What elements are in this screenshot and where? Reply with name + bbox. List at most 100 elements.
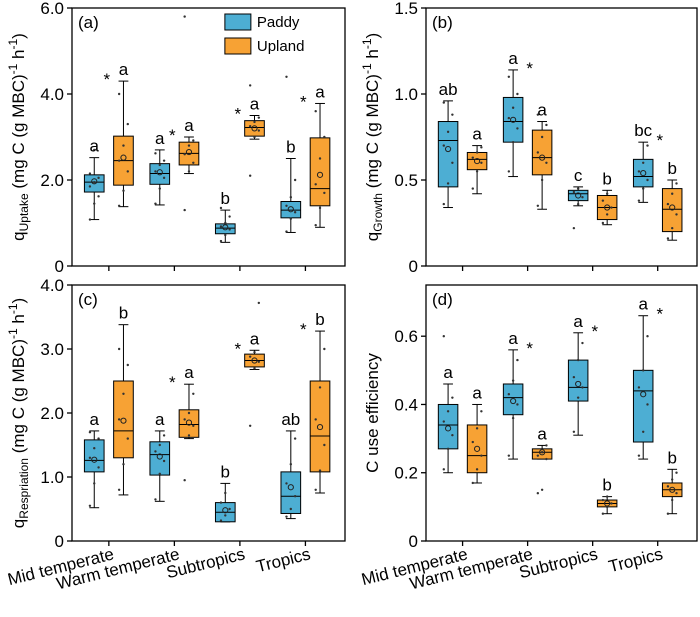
significance-letter: a xyxy=(537,101,547,120)
mean-marker xyxy=(222,507,229,514)
data-point xyxy=(601,498,605,502)
iqr-box xyxy=(567,189,589,202)
data-point xyxy=(471,481,474,485)
significance-letter: a xyxy=(90,410,100,429)
mean-marker xyxy=(640,170,647,177)
y-tick-label: 0 xyxy=(55,532,64,551)
data-point xyxy=(97,437,100,440)
panel-label: (a) xyxy=(78,13,99,32)
data-point xyxy=(289,196,293,199)
significance-letter: b xyxy=(667,159,676,178)
upland-box-3: b xyxy=(661,448,683,515)
mean-marker xyxy=(604,500,611,507)
significance-letter: ab xyxy=(439,80,458,99)
data-point xyxy=(126,363,129,367)
data-point xyxy=(451,161,454,164)
y-axis-label: qUptake (mg C (g MBC)-1 h-1) xyxy=(6,33,31,241)
mean-marker xyxy=(251,357,258,364)
data-point xyxy=(545,444,548,447)
upland-box-1: a* xyxy=(169,363,200,482)
iqr-box xyxy=(178,409,200,438)
data-point xyxy=(293,437,297,440)
mean-marker xyxy=(640,391,647,398)
data-point xyxy=(511,140,515,144)
data-point xyxy=(511,416,515,420)
data-point xyxy=(605,192,609,195)
paddy-box-3: ab xyxy=(280,410,302,520)
data-point xyxy=(257,116,261,119)
significance-letter: a xyxy=(184,116,194,135)
data-point xyxy=(318,386,322,389)
data-point xyxy=(219,519,223,522)
data-point xyxy=(323,135,326,139)
data-point xyxy=(540,451,544,454)
mean-marker xyxy=(156,169,163,176)
data-point xyxy=(183,208,186,212)
data-point xyxy=(88,431,92,434)
y-tick-label: 1.5 xyxy=(394,0,418,18)
data-point xyxy=(154,202,157,205)
data-point xyxy=(323,443,326,447)
significance-letter: a xyxy=(250,329,260,348)
data-point xyxy=(581,196,584,199)
data-point xyxy=(126,122,129,126)
data-point xyxy=(187,170,191,173)
data-point xyxy=(536,454,540,457)
paddy-box-1: a* xyxy=(502,329,533,460)
data-point xyxy=(183,418,186,421)
data-point xyxy=(576,202,580,206)
mean-marker xyxy=(185,419,193,426)
data-point xyxy=(471,156,474,159)
data-point xyxy=(158,163,161,167)
upland-box-2: a* xyxy=(234,301,265,427)
data-point xyxy=(192,139,195,142)
significance-letter: a xyxy=(184,363,194,382)
iqr-box xyxy=(531,448,553,460)
data-point xyxy=(605,213,609,216)
mean-marker xyxy=(185,148,193,156)
data-point xyxy=(442,202,445,206)
significance-letter: b xyxy=(221,189,230,208)
paddy-box-2: b xyxy=(214,462,236,523)
data-point xyxy=(187,144,191,147)
significance-letter: b xyxy=(667,448,676,467)
iqr-box xyxy=(502,96,524,143)
y-tick-label: 1.0 xyxy=(40,468,64,487)
data-point xyxy=(314,488,317,491)
data-point xyxy=(318,206,322,210)
data-point xyxy=(675,213,678,216)
y-tick-label: 6.0 xyxy=(40,0,64,18)
paddy-box-2: b xyxy=(214,189,236,243)
data-point xyxy=(646,178,649,182)
y-axis-label: qGrowth (mg C (g MBC)-1 h-1) xyxy=(360,33,385,241)
data-point xyxy=(480,454,483,457)
data-point xyxy=(97,466,100,469)
data-point xyxy=(285,75,288,79)
data-point xyxy=(511,106,515,109)
data-point xyxy=(192,161,195,164)
data-point xyxy=(572,430,576,433)
data-point xyxy=(117,488,121,491)
paddy-box-0: a xyxy=(83,137,105,221)
data-point xyxy=(154,498,157,501)
data-point xyxy=(545,123,548,127)
data-point xyxy=(475,151,479,154)
data-point xyxy=(475,170,479,173)
data-point xyxy=(540,178,544,182)
y-tick-label: 0.2 xyxy=(394,464,418,483)
mean-marker xyxy=(120,417,127,424)
data-point xyxy=(162,459,166,463)
data-point xyxy=(507,170,511,173)
data-point xyxy=(446,130,450,134)
significance-letter: b xyxy=(221,462,230,481)
data-point xyxy=(126,170,129,173)
data-point xyxy=(442,420,445,423)
data-point xyxy=(637,454,641,457)
data-point xyxy=(610,206,613,209)
mean-marker xyxy=(510,397,517,405)
significance-letter: b xyxy=(602,169,611,188)
significance-star: * xyxy=(656,305,663,324)
data-point xyxy=(516,127,519,130)
data-point xyxy=(314,223,317,227)
